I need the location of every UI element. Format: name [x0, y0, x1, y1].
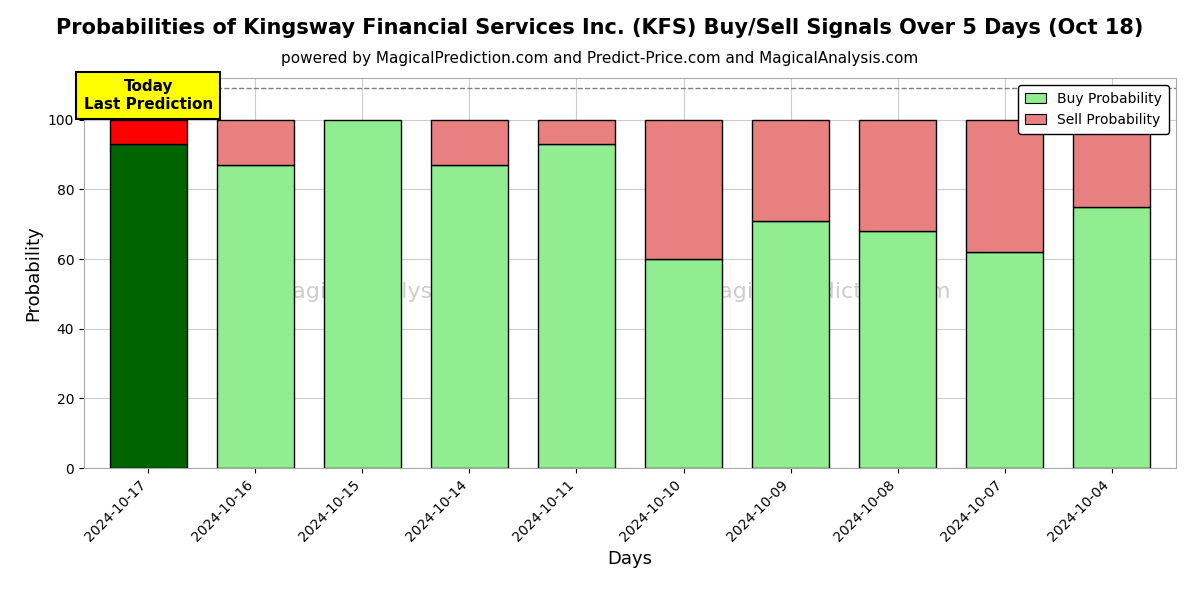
- Bar: [859, 231, 936, 468]
- Bar: [966, 252, 1043, 468]
- Bar: [217, 120, 294, 165]
- Text: powered by MagicalPrediction.com and Predict-Price.com and MagicalAnalysis.com: powered by MagicalPrediction.com and Pre…: [281, 51, 919, 66]
- Bar: [431, 165, 508, 468]
- Bar: [859, 120, 936, 231]
- Bar: [1073, 207, 1151, 468]
- Bar: [324, 120, 401, 468]
- Bar: [109, 144, 187, 468]
- Bar: [966, 120, 1043, 252]
- Bar: [752, 120, 829, 221]
- Bar: [109, 120, 187, 144]
- Bar: [644, 120, 722, 259]
- Text: Today
Last Prediction: Today Last Prediction: [84, 79, 212, 112]
- Text: MagicalPrediction.com: MagicalPrediction.com: [701, 283, 952, 302]
- Bar: [752, 221, 829, 468]
- X-axis label: Days: Days: [607, 550, 653, 568]
- Text: MagicalAnalysis.com: MagicalAnalysis.com: [274, 283, 505, 302]
- Bar: [1073, 120, 1151, 207]
- Bar: [538, 144, 616, 468]
- Text: Probabilities of Kingsway Financial Services Inc. (KFS) Buy/Sell Signals Over 5 : Probabilities of Kingsway Financial Serv…: [56, 18, 1144, 38]
- Bar: [644, 259, 722, 468]
- Bar: [431, 120, 508, 165]
- Bar: [538, 120, 616, 144]
- Y-axis label: Probability: Probability: [24, 225, 42, 321]
- Bar: [217, 165, 294, 468]
- Legend: Buy Probability, Sell Probability: Buy Probability, Sell Probability: [1019, 85, 1169, 134]
